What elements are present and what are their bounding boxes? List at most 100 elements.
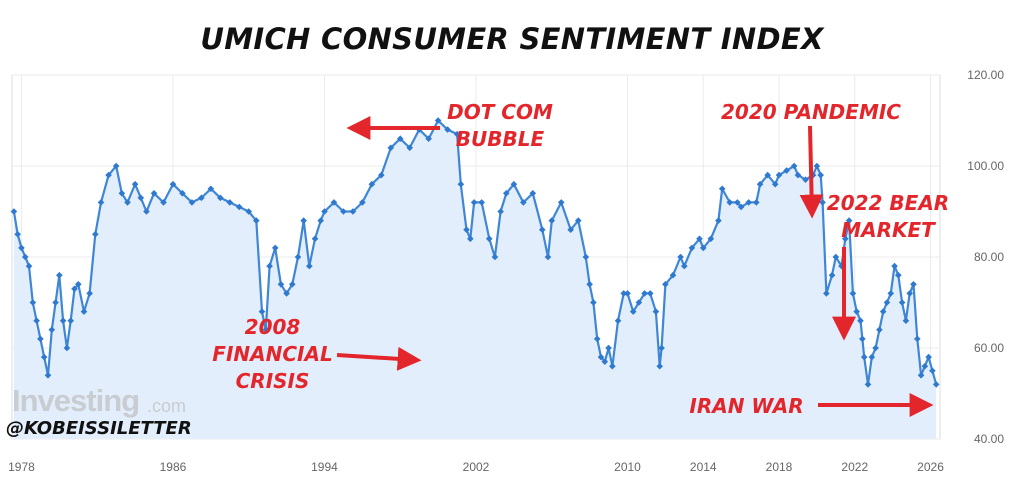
data-point (872, 344, 879, 352)
annotation-line: CRISIS (235, 369, 310, 393)
data-point (37, 335, 44, 343)
x-tick-label: 1986 (160, 460, 187, 474)
data-point (317, 217, 325, 224)
data-point (817, 171, 824, 179)
x-tick-label: 2022 (841, 460, 868, 474)
area-path (13, 120, 937, 439)
annotation-line: 2008 (244, 315, 301, 339)
y-tick-label: 80.00 (974, 250, 1004, 264)
data-point (485, 235, 493, 243)
data-point (658, 344, 665, 352)
data-point (80, 308, 88, 315)
data-point (207, 185, 215, 193)
data-point (629, 308, 637, 315)
annotation-line: FINANCIAL (212, 342, 333, 366)
data-point (478, 199, 485, 206)
data-point (44, 372, 52, 379)
data-point (160, 199, 167, 206)
investing-watermark: Investing (12, 383, 140, 418)
data-point (641, 290, 648, 297)
data-point (794, 171, 802, 179)
annotation-arrows (336, 116, 934, 417)
data-point (620, 290, 628, 297)
investing-watermark-domain: .com (147, 396, 187, 416)
data-point (21, 253, 29, 261)
data-point (902, 317, 910, 324)
data-point (169, 180, 177, 188)
data-point (368, 180, 376, 188)
data-point (283, 290, 290, 297)
annotation-line: 2020 PANDEMIC (721, 100, 901, 124)
data-point (864, 381, 872, 388)
data-point (10, 208, 18, 215)
data-point (118, 190, 126, 197)
data-point (143, 208, 150, 215)
data-point (340, 208, 347, 215)
data-point (857, 317, 864, 324)
data-point (497, 208, 504, 215)
data-point (883, 299, 891, 306)
data-point (321, 208, 328, 215)
data-point (925, 353, 932, 361)
data-point (876, 326, 883, 334)
data-point (277, 281, 285, 288)
data-point (597, 353, 605, 361)
data-point (67, 317, 75, 324)
chart-title: UMICH CONSUMER SENTIMENT INDEX (200, 22, 824, 56)
data-point (262, 326, 270, 334)
data-point (150, 190, 158, 197)
data-point (726, 199, 734, 206)
data-point (258, 308, 266, 315)
data-point (771, 180, 779, 188)
annotation-pandemic: 2020 PANDEMIC (716, 99, 906, 126)
data-point (48, 326, 56, 334)
data-point (33, 317, 40, 324)
data-point (828, 271, 836, 279)
y-tick-label: 60.00 (974, 341, 1004, 355)
data-point (59, 317, 67, 324)
data-point (245, 208, 253, 215)
data-point (124, 199, 131, 206)
data-point (614, 317, 622, 324)
data-point (593, 335, 601, 343)
data-point (764, 171, 771, 179)
data-point (887, 290, 895, 297)
data-point (906, 290, 913, 297)
data-point (737, 203, 745, 211)
annotation-line: 2022 BEAR (826, 191, 950, 215)
data-point (662, 281, 669, 288)
data-point (646, 290, 654, 297)
data-point (52, 299, 59, 306)
data-point (112, 162, 120, 170)
data-point (921, 362, 929, 370)
data-point (29, 299, 37, 306)
annotation-line: IRAN WAR (689, 394, 804, 418)
data-point (745, 199, 753, 206)
data-point (453, 130, 461, 138)
data-point (802, 176, 809, 183)
annotation-iran: IRAN WAR (684, 393, 809, 420)
data-point (849, 290, 857, 297)
data-point (917, 372, 925, 379)
annotation-line: DOT COM (447, 100, 553, 124)
data-point (853, 308, 860, 315)
data-point (898, 299, 906, 306)
data-point (756, 180, 764, 188)
data-point (288, 281, 296, 288)
data-point (669, 271, 677, 279)
data-point (590, 299, 597, 306)
data-point (503, 190, 510, 197)
data-point (396, 135, 404, 142)
data-point (932, 381, 940, 388)
annotation-bear: 2022 BEAR MARKET (818, 190, 958, 244)
data-point (601, 358, 609, 365)
area-fill (13, 120, 937, 439)
data-point (444, 126, 451, 133)
data-point (891, 262, 898, 270)
data-point (349, 208, 357, 215)
data-point (544, 253, 552, 261)
data-point (510, 180, 518, 188)
data-point (425, 135, 432, 142)
data-point (707, 235, 715, 243)
